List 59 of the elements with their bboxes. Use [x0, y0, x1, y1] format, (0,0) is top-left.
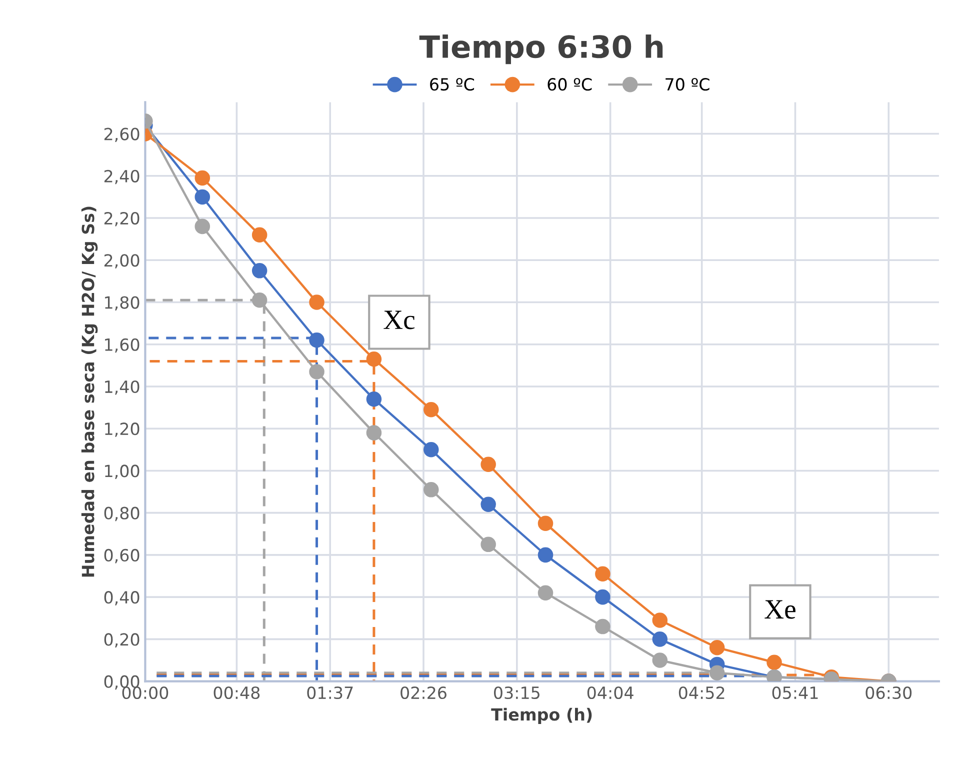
point	[766, 654, 782, 670]
point	[538, 585, 554, 600]
x-tick-label: 01:37	[307, 686, 353, 700]
point	[595, 566, 610, 582]
annotation: Xc	[384, 310, 415, 330]
point	[194, 170, 210, 186]
point	[480, 536, 496, 552]
legend-label: 60 ºC	[548, 78, 592, 91]
point	[709, 640, 725, 656]
x-axis-title: Tiempo (h)	[491, 708, 592, 724]
point	[538, 547, 554, 563]
point	[595, 589, 610, 605]
x-tick-label: 06:30	[866, 686, 912, 700]
legend-label: 70 ºC	[666, 78, 710, 91]
point	[309, 294, 324, 310]
y-tick-label: 2,40	[104, 170, 140, 184]
y-axis-title: Humedad en base seca (Kg H2O/ Kg Ss)	[81, 206, 98, 577]
x-tick-label: 05:41	[772, 686, 818, 700]
y-tick-label: 0,20	[104, 633, 140, 648]
point	[194, 218, 210, 234]
x-tick-label: 00:48	[214, 686, 260, 700]
y-tick-label: 0,40	[104, 591, 140, 606]
point	[595, 618, 610, 634]
point	[309, 332, 324, 348]
point	[480, 496, 496, 512]
point	[652, 612, 668, 628]
x-tick-label: 02:26	[400, 686, 446, 700]
point	[423, 402, 439, 418]
point	[423, 482, 439, 498]
y-tick-label: 1,40	[105, 380, 140, 395]
point	[366, 391, 382, 407]
point	[538, 516, 554, 531]
point	[309, 364, 324, 380]
y-tick-label: 2,20	[104, 212, 140, 226]
point	[252, 292, 268, 308]
point	[652, 652, 668, 668]
y-tick-label: 2,00	[104, 254, 140, 268]
x-tick-label: 03:15	[494, 686, 540, 700]
point	[423, 442, 439, 458]
legend-label: 65 ºC	[430, 78, 474, 91]
y-tick-label: 0,60	[104, 548, 140, 564]
point	[194, 189, 210, 205]
y-tick-label: 1,60	[105, 338, 140, 353]
point	[366, 351, 382, 367]
y-tick-label: 2,60	[104, 128, 140, 142]
x-tick-label: 04:04	[587, 686, 634, 700]
point	[366, 425, 382, 440]
point	[709, 665, 725, 681]
point	[652, 632, 668, 647]
point	[252, 263, 268, 278]
chart-title: Tiempo 6:30 h	[419, 34, 663, 64]
y-tick-label: 1,00	[105, 464, 140, 479]
annotation: Xe	[764, 600, 796, 619]
y-tick-label: 0,80	[104, 506, 140, 522]
point	[480, 456, 496, 472]
y-tick-label: 1,80	[105, 296, 140, 311]
point	[252, 227, 268, 242]
y-tick-label: 1,20	[105, 422, 140, 437]
x-tick-label: 04:52	[678, 686, 724, 700]
